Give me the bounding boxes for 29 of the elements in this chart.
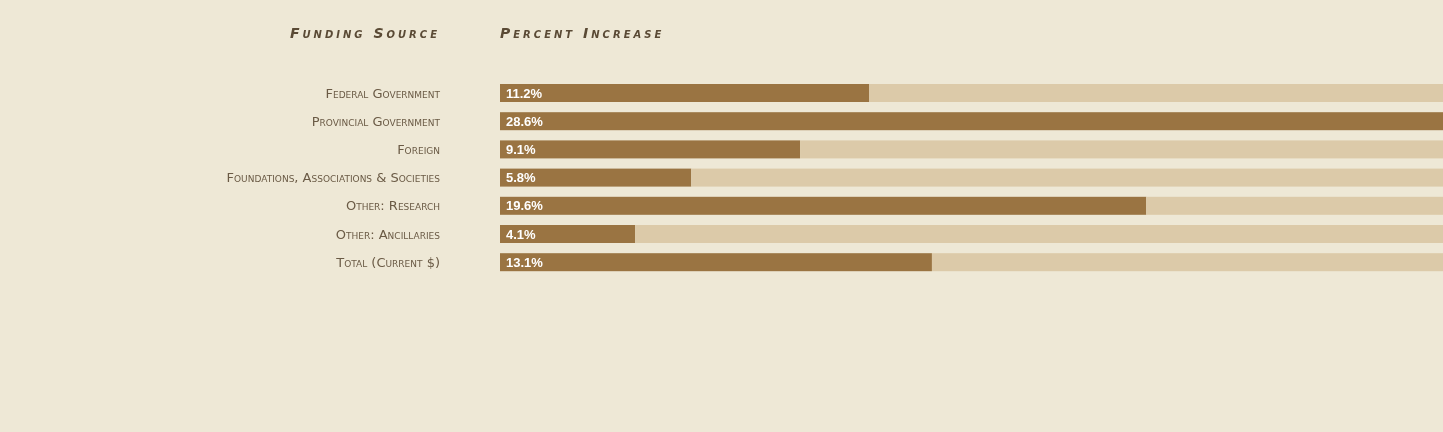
x-axis-title: Percent Increase bbox=[500, 25, 665, 41]
data-label: 19.6% bbox=[506, 198, 544, 214]
y-tick-label: Federal Government bbox=[325, 85, 441, 101]
bar bbox=[931, 253, 1443, 272]
bar bbox=[500, 112, 1443, 131]
bar bbox=[635, 225, 1443, 243]
bar bbox=[1146, 196, 1443, 215]
bar bbox=[500, 253, 932, 272]
y-tick-label: Other: Research bbox=[345, 198, 440, 214]
data-label: 11.2% bbox=[506, 85, 543, 101]
y-tick-label: Foundations, Associations & Societies bbox=[226, 170, 441, 186]
y-tick-label: Total (Current $) bbox=[335, 254, 440, 270]
data-label: 28.6% bbox=[506, 113, 544, 129]
bar bbox=[500, 225, 636, 243]
data-label: 4.1% bbox=[506, 226, 537, 242]
y-axis-title: Funding Source bbox=[289, 25, 440, 41]
bar bbox=[500, 140, 801, 159]
bar bbox=[500, 196, 1147, 215]
y-tick-label: Foreign bbox=[397, 141, 440, 157]
y-tick-label: Other: Ancillaries bbox=[335, 226, 441, 242]
bar bbox=[691, 168, 1443, 187]
bar bbox=[500, 168, 692, 187]
data-label: 13.1% bbox=[506, 254, 544, 270]
bar bbox=[869, 84, 1443, 102]
data-label: 9.1% bbox=[506, 141, 537, 157]
bar bbox=[500, 84, 870, 102]
y-tick-label: Provincial Government bbox=[311, 113, 441, 129]
bar bbox=[800, 140, 1443, 159]
data-label: 5.8% bbox=[506, 170, 537, 186]
